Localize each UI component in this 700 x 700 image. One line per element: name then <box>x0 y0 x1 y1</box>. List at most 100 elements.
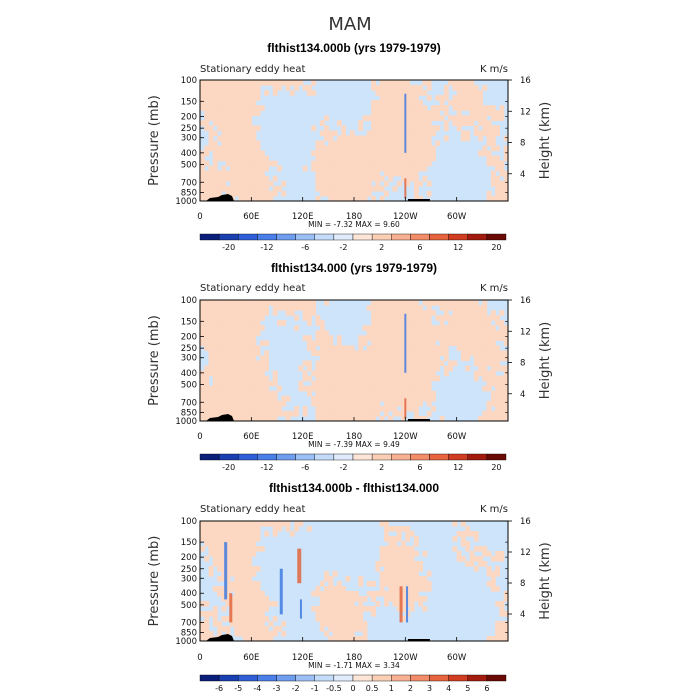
field-cell <box>482 310 488 316</box>
field-cell <box>319 355 325 362</box>
field-cell <box>379 365 385 372</box>
field-cell <box>354 385 359 392</box>
field-cell <box>495 385 501 392</box>
field-cell <box>499 385 505 392</box>
field-cell <box>422 596 428 602</box>
field-cell <box>422 315 428 321</box>
field-cell <box>396 390 402 397</box>
field-cell <box>229 410 235 417</box>
field-cell <box>238 315 244 321</box>
field-cell <box>285 300 291 306</box>
field-cell <box>409 395 415 402</box>
x-tick-label: 120W <box>393 432 418 442</box>
field-cell <box>259 405 265 412</box>
field-cell <box>234 180 240 187</box>
field-cell <box>383 521 389 527</box>
field-cell <box>212 531 218 537</box>
field-cell <box>473 345 479 352</box>
field-cell <box>383 591 389 597</box>
field-cell <box>255 415 261 421</box>
field-cell <box>336 581 342 587</box>
field-cell <box>319 345 325 352</box>
field-cell <box>247 415 252 421</box>
field-cell <box>221 541 227 547</box>
field-cell <box>465 531 471 537</box>
field-cell <box>499 601 505 607</box>
field-cell <box>409 365 415 372</box>
colorbar-label: -5 <box>234 684 242 693</box>
field-cell <box>315 400 321 407</box>
field-cell <box>503 621 508 627</box>
field-cell <box>375 345 381 352</box>
field-cell <box>212 145 218 152</box>
field-cell <box>259 340 265 346</box>
field-cell <box>336 606 342 612</box>
field-cell <box>431 300 436 306</box>
field-cell <box>332 155 338 162</box>
field-cell <box>486 405 492 412</box>
field-cell <box>281 80 287 86</box>
field-cell <box>354 155 359 162</box>
field-cell <box>366 400 372 407</box>
field-cell <box>306 390 312 397</box>
field-cell <box>319 175 325 182</box>
colorbar-swatch <box>410 674 430 682</box>
field-cell <box>247 526 252 532</box>
field-cell <box>234 405 240 412</box>
field-cell <box>204 100 210 106</box>
field-cell <box>418 310 424 316</box>
field-cell <box>341 150 347 157</box>
field-cell <box>336 355 342 362</box>
field-cell <box>255 195 261 201</box>
field-cell <box>490 636 496 641</box>
field-cell <box>401 390 406 397</box>
field-cell <box>469 335 475 341</box>
field-cell <box>401 586 406 592</box>
field-cell <box>242 100 248 106</box>
field-cell <box>388 591 394 597</box>
field-cell <box>238 340 244 346</box>
field-cell <box>452 340 458 346</box>
field-cell <box>465 300 471 306</box>
field-cell <box>426 130 432 137</box>
field-cell <box>255 165 261 172</box>
field-cell <box>217 631 222 637</box>
field-cell <box>217 621 222 627</box>
field-cell <box>264 350 270 357</box>
field-cell <box>251 80 257 86</box>
field-cell <box>272 395 278 402</box>
field-cell <box>379 325 385 331</box>
field-cell <box>336 170 342 177</box>
field-cell <box>315 350 321 357</box>
field-cell <box>238 300 244 306</box>
field-cell <box>268 621 274 627</box>
field-cell <box>234 190 240 197</box>
field-cell <box>473 375 479 382</box>
field-cell <box>401 546 406 552</box>
field-cell <box>229 345 235 352</box>
field-cell <box>229 370 235 377</box>
field-cell <box>242 586 248 592</box>
field-cell <box>341 606 347 612</box>
field-cell <box>208 385 214 392</box>
field-cell <box>251 90 257 96</box>
field-cell <box>362 385 368 392</box>
field-cell <box>354 626 359 632</box>
field-cell <box>204 190 210 197</box>
field-cell <box>392 345 398 352</box>
field-cell <box>366 365 372 372</box>
field-cell <box>383 160 389 167</box>
colorbar-label: 2 <box>379 243 384 252</box>
field-cell <box>234 395 240 402</box>
field-cell <box>242 405 248 412</box>
field-cell <box>401 145 406 152</box>
field-cell <box>349 385 355 392</box>
field-cell <box>366 415 372 421</box>
field-cell <box>388 400 394 407</box>
field-cell <box>281 521 287 527</box>
field-cell <box>208 190 214 197</box>
field-cell <box>200 95 205 101</box>
field-cell <box>401 160 406 167</box>
field-cell <box>319 591 325 597</box>
field-cell <box>341 586 347 592</box>
